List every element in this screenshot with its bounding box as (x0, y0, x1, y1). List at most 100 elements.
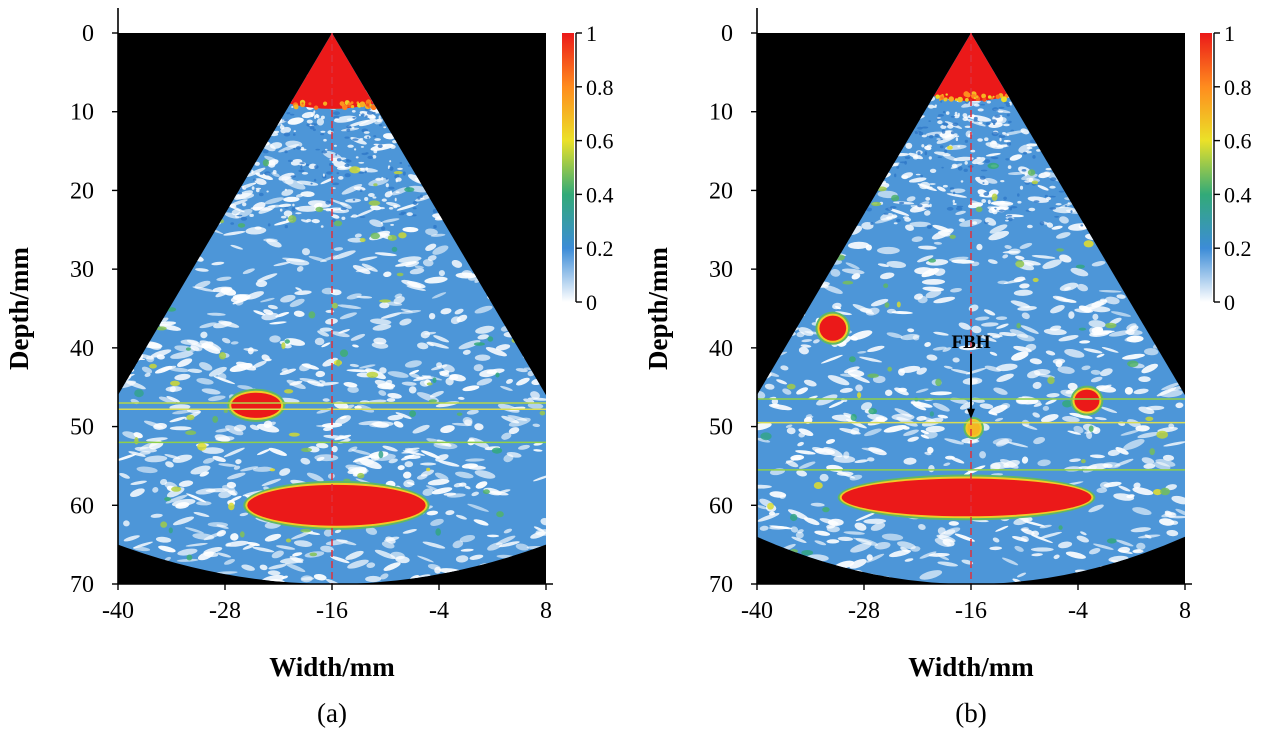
speckle (169, 367, 190, 373)
speckle (907, 328, 915, 333)
speckle (771, 398, 779, 405)
speckle (300, 148, 307, 151)
speckle (937, 120, 943, 125)
speckle (451, 259, 463, 268)
speckle (1000, 180, 1005, 183)
speckle (291, 207, 296, 212)
speckle (174, 373, 191, 381)
speckle (285, 140, 303, 148)
speckle (945, 93, 948, 96)
speckle (218, 352, 227, 360)
speckle (310, 182, 313, 185)
speckle (984, 137, 989, 141)
speckle (350, 333, 366, 341)
speckle (1020, 325, 1039, 334)
speckle (951, 259, 975, 264)
speckle (313, 573, 327, 581)
speckle (1078, 327, 1086, 331)
speckle (331, 445, 338, 453)
speckle (315, 206, 324, 212)
speckle (1170, 520, 1179, 525)
speckle (345, 159, 350, 161)
speckle (1002, 557, 1019, 566)
speckle (380, 226, 386, 231)
speckle (236, 361, 257, 371)
speckle (385, 177, 388, 180)
speckle (940, 100, 943, 103)
speckle (301, 577, 315, 581)
speckle (307, 200, 332, 208)
speckle (905, 224, 914, 231)
speckle (1059, 216, 1069, 224)
speckle (875, 416, 885, 421)
x-tick-label: -16 (955, 598, 987, 624)
speckle (361, 113, 365, 117)
speckle (387, 371, 409, 378)
speckle (798, 428, 814, 437)
speckle (1010, 129, 1015, 132)
speckle (273, 261, 291, 267)
speckle (950, 131, 955, 135)
speckle (1115, 447, 1129, 455)
x-tick-label: -4 (429, 598, 449, 624)
speckle (801, 550, 814, 556)
speckle (962, 117, 969, 121)
speckle (346, 118, 354, 121)
speckle (917, 183, 937, 192)
speckle (1156, 430, 1168, 439)
speckle (172, 409, 192, 415)
speckle (357, 472, 365, 479)
speckle (964, 139, 969, 143)
speckle (917, 204, 923, 208)
speckle (345, 198, 361, 203)
speckle (1159, 518, 1175, 526)
speckle (359, 189, 363, 192)
speckle (533, 474, 546, 482)
speckle (350, 101, 354, 105)
annotation-arrow-head (967, 408, 975, 419)
speckle (971, 325, 982, 334)
speckle (255, 172, 274, 181)
speckle (852, 304, 874, 315)
colorbar-tick-label: 1 (586, 21, 597, 46)
speckle (169, 386, 176, 393)
speckle (285, 562, 306, 573)
speckle (845, 418, 867, 429)
speckle (396, 203, 419, 211)
speckle (376, 118, 382, 123)
speckle (930, 391, 952, 396)
speckle (229, 204, 237, 208)
speckle (790, 526, 799, 533)
speckle (428, 399, 438, 403)
speckle (1053, 554, 1060, 560)
speckle (281, 575, 288, 579)
speckle (234, 190, 253, 200)
speckle (352, 116, 356, 119)
speckle (491, 447, 503, 454)
speckle (474, 470, 496, 479)
speckle (1036, 149, 1041, 152)
speckle (293, 130, 296, 133)
speckle (143, 420, 164, 429)
speckle (159, 324, 182, 331)
speckle (936, 138, 941, 140)
speckle (977, 108, 984, 112)
speckle (991, 193, 998, 201)
speckle (323, 101, 328, 106)
speckle (278, 203, 292, 208)
speckle (320, 225, 324, 228)
speckle (1001, 96, 1007, 103)
speckle (171, 486, 182, 492)
speckle (130, 480, 147, 485)
speckle (982, 97, 987, 102)
speckle (979, 451, 987, 459)
speckle (516, 377, 530, 386)
speckle (764, 383, 775, 390)
speckle (345, 550, 364, 560)
speckle (377, 144, 383, 149)
y-tick-label: 60 (70, 493, 94, 519)
speckle (826, 525, 840, 533)
speckle (813, 482, 823, 489)
speckle (336, 359, 341, 367)
colorbar-tick-label: 0 (1224, 290, 1235, 315)
